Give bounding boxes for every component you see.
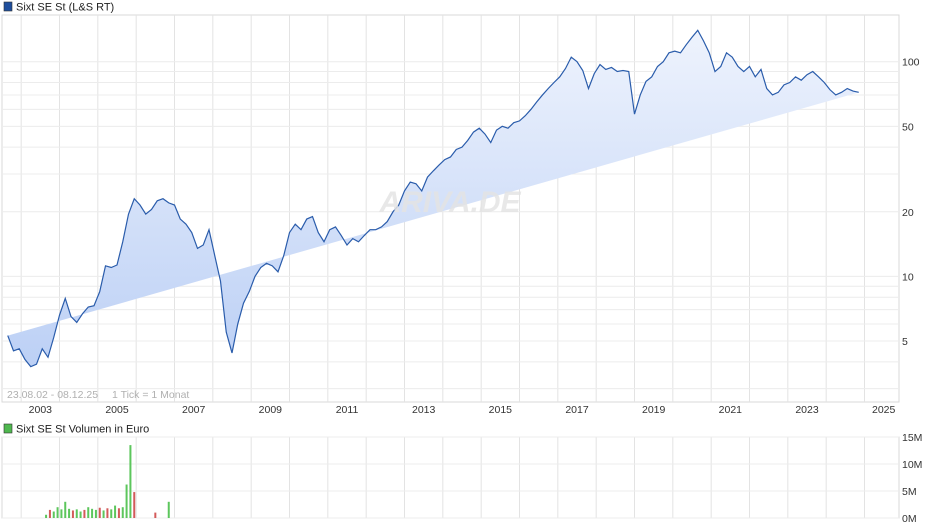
volume-y-tick-label: 15M (902, 432, 922, 444)
volume-bar (52, 511, 55, 518)
x-tick-label: 2015 (489, 404, 513, 416)
volume-bar (133, 492, 136, 518)
y-tick-label: 20 (902, 207, 914, 219)
volume-bar (71, 510, 74, 518)
x-tick-label: 2013 (412, 404, 436, 416)
x-tick-label: 2003 (29, 404, 53, 416)
y-tick-label: 100 (902, 57, 920, 69)
volume-grid (2, 436, 899, 519)
tick-info-label: 1 Tick = 1 Monat (112, 389, 189, 401)
volume-bar (91, 508, 94, 518)
volume-bar (83, 509, 86, 518)
volume-bar (87, 507, 90, 518)
volume-bar (45, 514, 48, 518)
y-tick-label: 10 (902, 271, 914, 283)
volume-bar (154, 512, 157, 518)
x-tick-label: 2009 (259, 404, 283, 416)
volume-bar (56, 507, 59, 518)
x-tick-label: 2021 (719, 404, 743, 416)
volume-bar (94, 509, 97, 518)
volume-y-tick-label: 0M (902, 513, 917, 525)
volume-bar (117, 508, 120, 518)
price-series-line (7, 29, 859, 368)
volume-bar (79, 511, 82, 518)
volume-bar (64, 501, 67, 518)
volume-y-axis: 0M 5M 10M 15M (902, 432, 922, 525)
volume-bar (48, 509, 51, 518)
x-tick-label: 2023 (795, 404, 819, 416)
volume-bar (125, 484, 128, 518)
volume-bar (167, 501, 170, 518)
volume-bar (98, 507, 101, 518)
volume-bars (45, 445, 170, 518)
volume-legend-swatch (3, 423, 13, 434)
volume-bar (60, 509, 63, 518)
price-y-axis: 5 10 20 50 100 (902, 57, 920, 348)
volume-legend: Sixt SE St Volumen in Euro (3, 423, 149, 436)
y-tick-label: 50 (902, 121, 914, 133)
price-x-axis: 2003 2005 2007 2009 2011 2013 2015 2017 2019 2021… (29, 404, 896, 416)
x-tick-label: 2005 (105, 404, 129, 416)
volume-bar (129, 445, 132, 518)
x-tick-label: 2017 (565, 404, 589, 416)
volume-bar (102, 510, 105, 518)
x-tick-label: 2011 (336, 404, 359, 416)
price-area (7, 30, 859, 367)
volume-bar (106, 508, 109, 518)
volume-bar (114, 505, 117, 518)
price-grid (2, 15, 899, 402)
price-legend-swatch (3, 1, 13, 12)
price-plot-frame (1, 14, 900, 403)
volume-legend-label: Sixt SE St Volumen in Euro (16, 424, 149, 436)
x-tick-label: 2025 (872, 404, 896, 416)
date-range-label: 23.08.02 - 08.12.25 (7, 389, 98, 401)
volume-bar (75, 509, 78, 518)
price-legend: Sixt SE St (L&S RT) (3, 1, 114, 14)
y-tick-label: 5 (902, 336, 908, 348)
x-tick-label: 2019 (642, 404, 666, 416)
volume-y-tick-label: 5M (902, 486, 917, 498)
volume-bar (110, 509, 113, 518)
volume-bar (121, 507, 124, 518)
price-legend-label: Sixt SE St (L&S RT) (16, 2, 114, 14)
watermark: ARIVA.DE (378, 186, 521, 219)
volume-bar (68, 508, 71, 518)
volume-y-tick-label: 10M (902, 459, 922, 471)
x-tick-label: 2007 (182, 404, 206, 416)
